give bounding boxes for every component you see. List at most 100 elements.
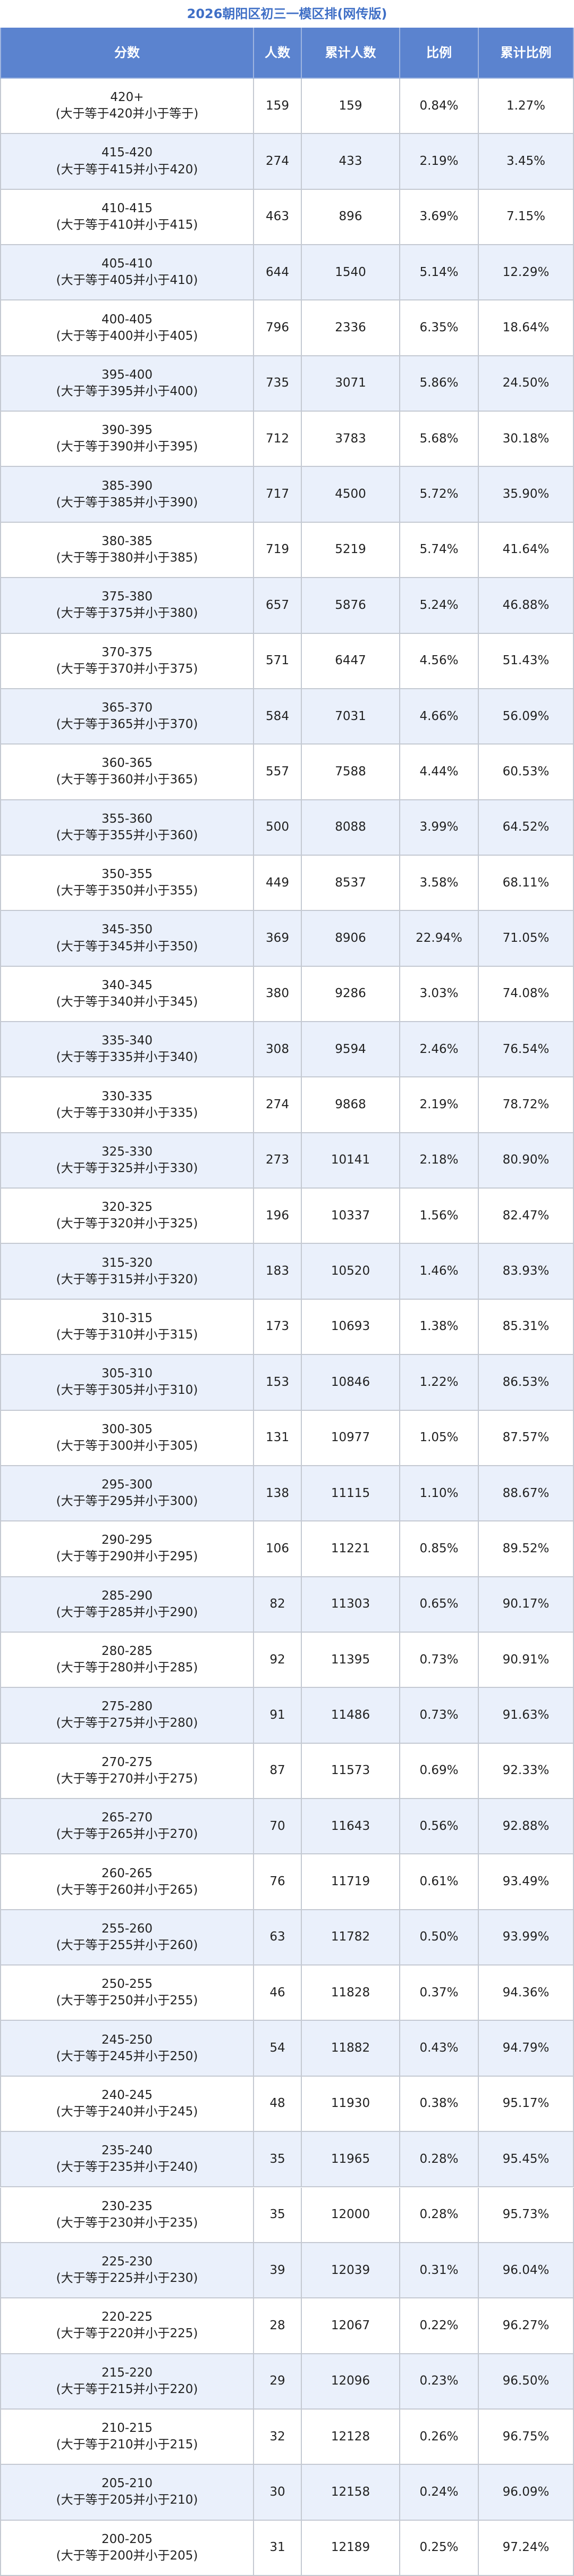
cumulative-count: 11115 — [302, 1466, 400, 1522]
cumulative-ratio: 86.53% — [479, 1355, 574, 1411]
cumulative-ratio: 85.31% — [479, 1299, 574, 1356]
score-condition: (大于等于410并小于415) — [56, 218, 198, 232]
score-condition: (大于等于270并小于275) — [56, 1771, 198, 1786]
count: 571 — [254, 633, 302, 689]
count: 35 — [254, 2187, 302, 2243]
count: 35 — [254, 2132, 302, 2188]
cumulative-ratio: 93.49% — [479, 1854, 574, 1910]
cumulative-ratio: 90.17% — [479, 1577, 574, 1633]
score-cell: 360-365 (大于等于360并小于365) — [0, 745, 254, 800]
ratio: 1.22% — [400, 1355, 479, 1411]
score-range: 385-390 — [101, 479, 153, 493]
cumulative-count: 3071 — [302, 356, 400, 412]
score-cell: 295-300 (大于等于295并小于300) — [0, 1466, 254, 1522]
cumulative-count: 10337 — [302, 1189, 400, 1244]
count: 153 — [254, 1355, 302, 1411]
count: 463 — [254, 189, 302, 246]
ratio: 0.84% — [400, 79, 479, 135]
cumulative-ratio: 41.64% — [479, 522, 574, 579]
table-row: 420+ (大于等于420并小于等于) 159 159 0.84% 1.27% — [0, 79, 574, 135]
score-condition: (大于等于310并小于315) — [56, 1327, 198, 1342]
table-row: 285-290 (大于等于285并小于290) 82 11303 0.65% 90.17% — [0, 1577, 574, 1633]
ratio: 4.44% — [400, 745, 479, 800]
count: 29 — [254, 2354, 302, 2410]
score-range: 360-365 — [101, 756, 153, 771]
score-condition: (大于等于385并小于390) — [56, 495, 198, 509]
score-range: 215-220 — [101, 2365, 153, 2380]
cumulative-count: 433 — [302, 134, 400, 190]
score-range: 265-270 — [101, 1811, 153, 1825]
cumulative-ratio: 51.43% — [479, 633, 574, 689]
score-condition: (大于等于275并小于280) — [56, 1716, 198, 1730]
score-range: 355-360 — [101, 812, 153, 826]
cumulative-count: 11573 — [302, 1743, 400, 1799]
score-cell: 225-230 (大于等于225并小于230) — [0, 2243, 254, 2299]
score-range: 205-210 — [101, 2477, 153, 2491]
cumulative-count: 8906 — [302, 911, 400, 967]
score-cell: 290-295 (大于等于290并小于295) — [0, 1521, 254, 1577]
cumulative-count: 11643 — [302, 1799, 400, 1855]
cumulative-count: 10520 — [302, 1244, 400, 1300]
cumulative-count: 11782 — [302, 1910, 400, 1966]
score-range: 380-385 — [101, 534, 153, 548]
count: 369 — [254, 911, 302, 967]
cumulative-ratio: 82.47% — [479, 1189, 574, 1244]
score-condition: (大于等于340并小于345) — [56, 994, 198, 1009]
count: 138 — [254, 1466, 302, 1522]
ratio: 0.25% — [400, 2520, 479, 2576]
cumulative-ratio: 60.53% — [479, 745, 574, 800]
cumulative-count: 3783 — [302, 412, 400, 467]
cumulative-ratio: 3.45% — [479, 134, 574, 190]
table-row: 385-390 (大于等于385并小于390) 717 4500 5.72% 35.90% — [0, 467, 574, 523]
ratio: 0.37% — [400, 1966, 479, 2021]
table-row: 220-225 (大于等于220并小于225) 28 12067 0.22% 96.27% — [0, 2298, 574, 2354]
table-row: 410-415 (大于等于410并小于415) 463 896 3.69% 7.15% — [0, 189, 574, 246]
score-cell: 380-385 (大于等于380并小于385) — [0, 522, 254, 579]
score-condition: (大于等于330并小于335) — [56, 1106, 198, 1120]
header-cell: 累计比例 — [479, 28, 574, 79]
count: 28 — [254, 2298, 302, 2354]
ratio: 2.46% — [400, 1022, 479, 1078]
cumulative-ratio: 56.09% — [479, 689, 574, 745]
ratio: 5.72% — [400, 467, 479, 523]
count: 46 — [254, 1966, 302, 2021]
score-condition: (大于等于285并小于290) — [56, 1605, 198, 1619]
score-cell: 215-220 (大于等于215并小于220) — [0, 2354, 254, 2410]
ratio: 5.14% — [400, 245, 479, 301]
score-cell: 305-310 (大于等于305并小于310) — [0, 1355, 254, 1411]
score-range: 270-275 — [101, 1755, 153, 1769]
cumulative-count: 9594 — [302, 1022, 400, 1078]
table-row: 290-295 (大于等于290并小于295) 106 11221 0.85% 89.52… — [0, 1521, 574, 1577]
table-row: 255-260 (大于等于255并小于260) 63 11782 0.50% 93.99% — [0, 1910, 574, 1966]
count: 54 — [254, 2021, 302, 2077]
cumulative-ratio: 74.08% — [479, 966, 574, 1023]
cumulative-ratio: 83.93% — [479, 1244, 574, 1300]
count: 32 — [254, 2409, 302, 2465]
score-range: 220-225 — [101, 2310, 153, 2324]
cumulative-count: 10693 — [302, 1299, 400, 1356]
score-condition: (大于等于360并小于365) — [56, 773, 198, 787]
table-row: 370-375 (大于等于370并小于375) 571 6447 4.56% 51.43% — [0, 633, 574, 689]
score-range: 300-305 — [101, 1422, 153, 1436]
score-condition: (大于等于390并小于395) — [56, 440, 198, 454]
header-cell: 人数 — [254, 28, 302, 79]
table-row: 260-265 (大于等于260并小于265) 76 11719 0.61% 93.49% — [0, 1854, 574, 1910]
count: 712 — [254, 412, 302, 467]
ratio: 0.65% — [400, 1577, 479, 1633]
table-row: 270-275 (大于等于270并小于275) 87 11573 0.69% 92.33% — [0, 1743, 574, 1799]
cumulative-ratio: 68.11% — [479, 855, 574, 911]
score-cell: 270-275 (大于等于270并小于275) — [0, 1743, 254, 1799]
table-row: 355-360 (大于等于355并小于360) 500 8088 3.99% 64.52% — [0, 800, 574, 856]
ratio: 0.22% — [400, 2298, 479, 2354]
cumulative-count: 11303 — [302, 1577, 400, 1633]
count: 63 — [254, 1910, 302, 1966]
ratio: 0.43% — [400, 2021, 479, 2077]
cumulative-count: 5876 — [302, 578, 400, 634]
cumulative-ratio: 93.99% — [479, 1910, 574, 1966]
table-row: 320-325 (大于等于320并小于325) 196 10337 1.56% 82.47… — [0, 1189, 574, 1244]
cumulative-count: 10977 — [302, 1410, 400, 1466]
score-range: 335-340 — [101, 1034, 153, 1048]
cumulative-count: 12039 — [302, 2243, 400, 2299]
table-row: 215-220 (大于等于215并小于220) 29 12096 0.23% 96.50% — [0, 2354, 574, 2410]
cumulative-count: 1540 — [302, 245, 400, 301]
